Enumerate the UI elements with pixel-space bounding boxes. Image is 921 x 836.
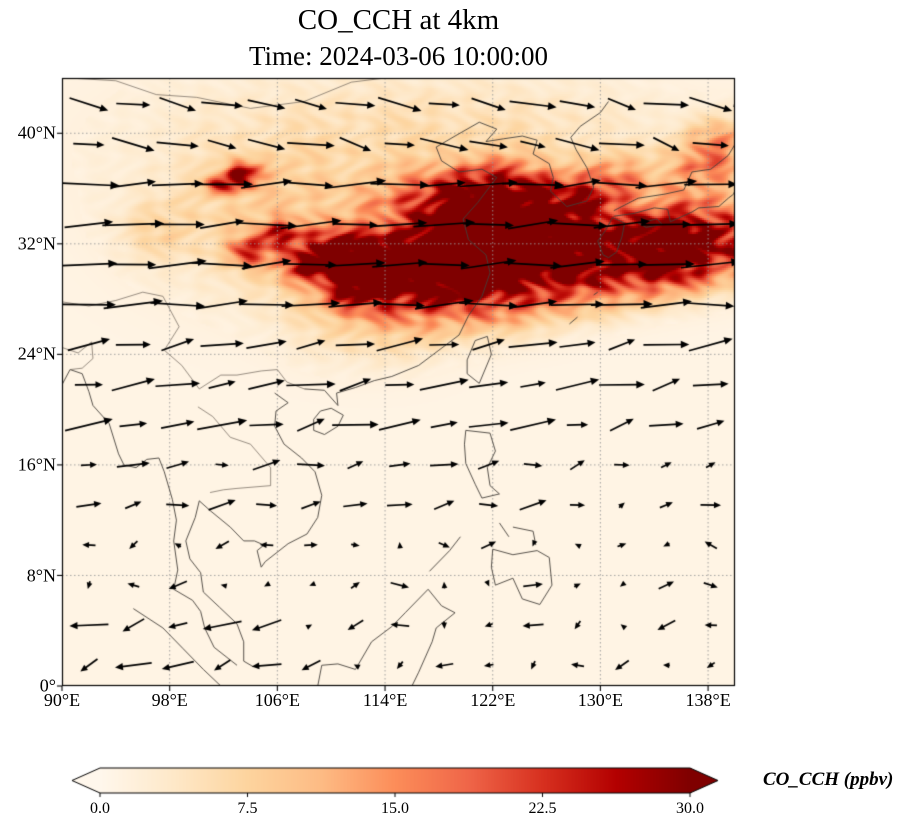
y-tick-label: 40°N (17, 122, 56, 143)
y-tick-label: 0° (39, 675, 56, 696)
x-tick-label: 130°E (577, 690, 623, 710)
y-tick-label: 8°N (26, 565, 56, 585)
x-tick-label: 138°E (685, 690, 731, 710)
plot-subtitle-time: Time: 2024-03-06 10:00:00 (248, 41, 549, 71)
colorbar-tick-label: 15.0 (381, 800, 409, 817)
x-tick-label: 98°E (151, 690, 188, 710)
x-tick-label: 114°E (362, 690, 408, 710)
colorbar-tick-label: 7.5 (237, 800, 258, 817)
y-tick-label: 32°N (17, 233, 56, 254)
y-tick-label: 24°N (17, 343, 56, 364)
y-tick-label: 16°N (17, 454, 56, 475)
plot-title: CO_CCH at 4km (297, 4, 500, 36)
colorbar-tick-label: 0.0 (90, 800, 110, 817)
colorbar-tick-label: 22.5 (528, 800, 557, 817)
x-tick-label: 106°E (254, 690, 300, 710)
x-tick-label: 122°E (470, 690, 516, 710)
x-tick-label: 90°E (43, 690, 81, 710)
colorbar-tick-label: 30.0 (676, 800, 704, 817)
colorbar-title: CO_CCH (ppbv) (763, 769, 894, 790)
